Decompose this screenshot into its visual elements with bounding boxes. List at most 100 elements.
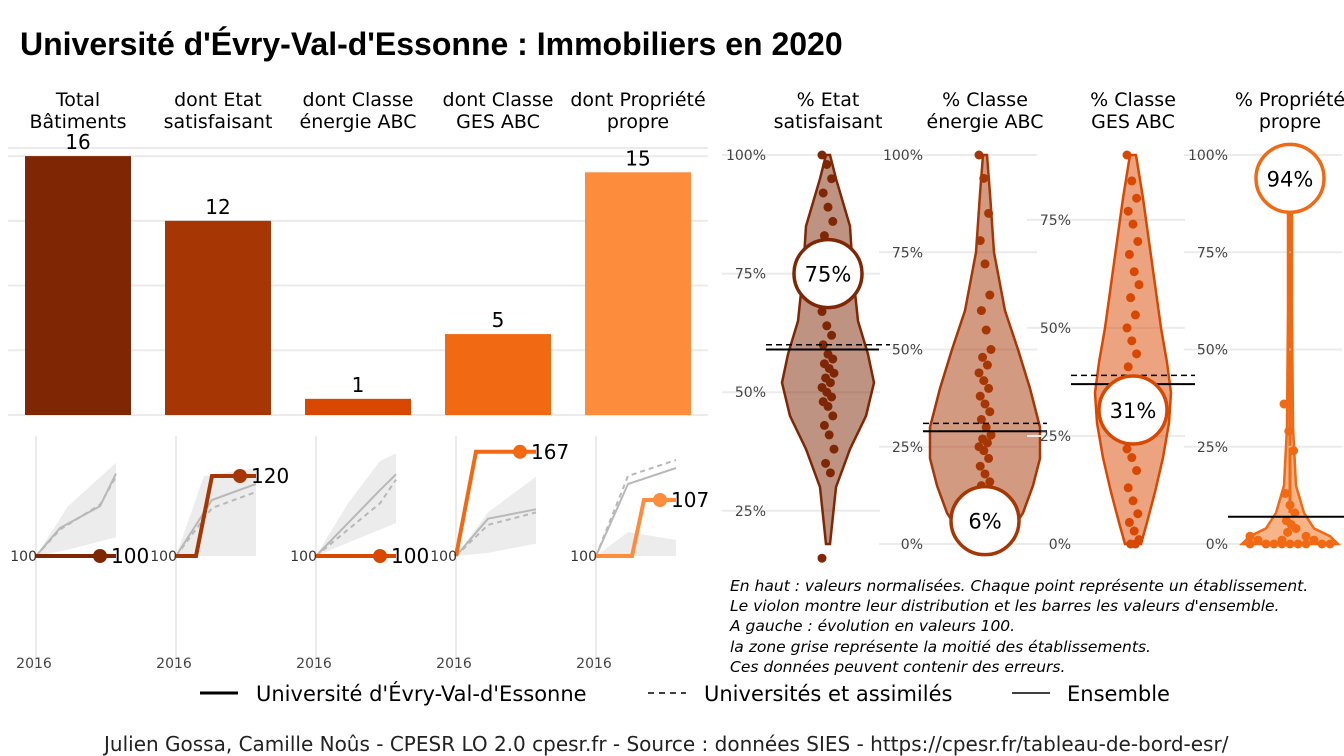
violin-point xyxy=(985,290,995,300)
violin-point xyxy=(817,553,827,563)
violin-point xyxy=(1123,362,1133,372)
violin-y-tick: 50% xyxy=(892,343,923,359)
violin-point xyxy=(1309,535,1319,545)
bar-category-label: dont Classe xyxy=(303,89,414,111)
violin-point xyxy=(984,208,994,218)
evolution-panel: 100 100 2016 xyxy=(10,436,149,672)
evolution-end-label: 100 xyxy=(111,544,149,568)
violin-point xyxy=(1277,539,1287,549)
violin-point xyxy=(1127,176,1137,186)
violin-point xyxy=(985,477,995,487)
legend-label: Universités et assimilés xyxy=(704,682,952,706)
violin-point xyxy=(985,407,995,417)
violin-point xyxy=(823,401,833,411)
legend-label: Université d'Évry-Val-d'Essonne xyxy=(256,681,587,706)
violin-panel-label: satisfaisant xyxy=(774,111,883,133)
violin-y-tick: 25% xyxy=(892,440,923,456)
bar-value-label: 15 xyxy=(625,146,650,170)
evolution-start-label: 100 xyxy=(570,549,597,565)
violin-point xyxy=(828,411,838,421)
violin-panel-label: % Propriété xyxy=(1235,89,1344,111)
violin-point xyxy=(979,446,989,456)
violin-point xyxy=(824,430,834,440)
evolution-end-point xyxy=(233,469,247,483)
bar-category-label: propre xyxy=(607,111,669,133)
bar-value-label: 1 xyxy=(352,373,365,397)
violin-value-label: 94% xyxy=(1267,167,1314,191)
violin-point xyxy=(975,236,985,246)
violin-point xyxy=(827,392,837,402)
violin-panel-label: % Classe xyxy=(1090,89,1176,111)
violin-point xyxy=(1130,310,1140,320)
violin-y-tick: 75% xyxy=(735,267,766,283)
violin-point xyxy=(1130,539,1140,549)
violin-value-label: 75% xyxy=(805,263,852,287)
evolution-start-label: 100 xyxy=(290,549,317,565)
violin-point xyxy=(976,415,986,425)
evolution-end-label: 120 xyxy=(251,464,289,488)
violin-y-tick: 25% xyxy=(1040,429,1071,445)
violin-panel-label: énergie ABC xyxy=(927,111,1044,133)
violin-point xyxy=(1122,444,1132,454)
violin-point xyxy=(817,150,827,160)
violin-point xyxy=(1285,500,1295,510)
violin-point xyxy=(986,345,996,354)
violin-point xyxy=(1129,267,1139,277)
evolution-end-label: 107 xyxy=(671,488,709,512)
violin-point xyxy=(981,422,991,432)
violin-point xyxy=(818,340,828,350)
violin-point xyxy=(1269,539,1279,549)
legend-label: Ensemble xyxy=(1067,682,1170,706)
violin-y-tick: 100% xyxy=(883,148,923,164)
violin-point xyxy=(817,307,827,317)
evolution-end-label: 100 xyxy=(391,544,429,568)
legend: Université d'Évry-Val-d'Essonne Universi… xyxy=(200,681,1170,706)
violin-point xyxy=(1132,349,1142,359)
violin-y-tick: 0% xyxy=(901,537,923,553)
evolution-panel: 120 100 2016 xyxy=(150,436,289,672)
evolution-univ-line xyxy=(175,491,257,557)
violin-point xyxy=(1128,219,1138,229)
violin-y-tick: 100% xyxy=(1188,148,1228,164)
evolution-end-point xyxy=(373,549,387,563)
evolution-end-label: 167 xyxy=(531,440,569,464)
violin-point xyxy=(1122,323,1132,333)
evolution-band xyxy=(316,453,396,556)
bar xyxy=(305,398,411,415)
bar xyxy=(25,156,131,415)
violin-point xyxy=(829,444,839,454)
evolution-panel: 107 100 2016 xyxy=(570,436,709,672)
violin-point xyxy=(827,330,837,340)
evolution-end-point xyxy=(513,444,527,459)
violin-y-tick: 0% xyxy=(1206,537,1228,553)
violin-point xyxy=(827,174,837,184)
violin-point xyxy=(1123,483,1133,493)
violin-point xyxy=(974,150,984,160)
evolution-x-tick: 2016 xyxy=(296,656,332,672)
violin-point xyxy=(1133,509,1143,519)
violin-point xyxy=(1280,488,1290,498)
note-line: En haut : valeurs normalisées. Chaque po… xyxy=(730,577,1308,595)
bar-value-label: 5 xyxy=(492,308,505,332)
violin-point xyxy=(1261,539,1271,549)
violin-point xyxy=(821,458,831,468)
violin-panel-label: GES ABC xyxy=(1091,111,1175,133)
violin-point xyxy=(984,453,994,463)
evolution-panel: 100 100 2016 xyxy=(290,436,429,672)
violin-point xyxy=(1301,539,1311,549)
evolution-band xyxy=(176,468,256,556)
violin-point xyxy=(982,438,992,448)
violin-point xyxy=(823,202,833,212)
violin-point xyxy=(1132,193,1142,203)
violin-y-tick: 50% xyxy=(735,385,766,401)
violin-point xyxy=(1123,206,1133,216)
violin-shape xyxy=(1093,153,1173,546)
evolution-panel: 167 100 2016 xyxy=(430,436,569,672)
bar-category-label: dont Propriété xyxy=(570,89,705,111)
